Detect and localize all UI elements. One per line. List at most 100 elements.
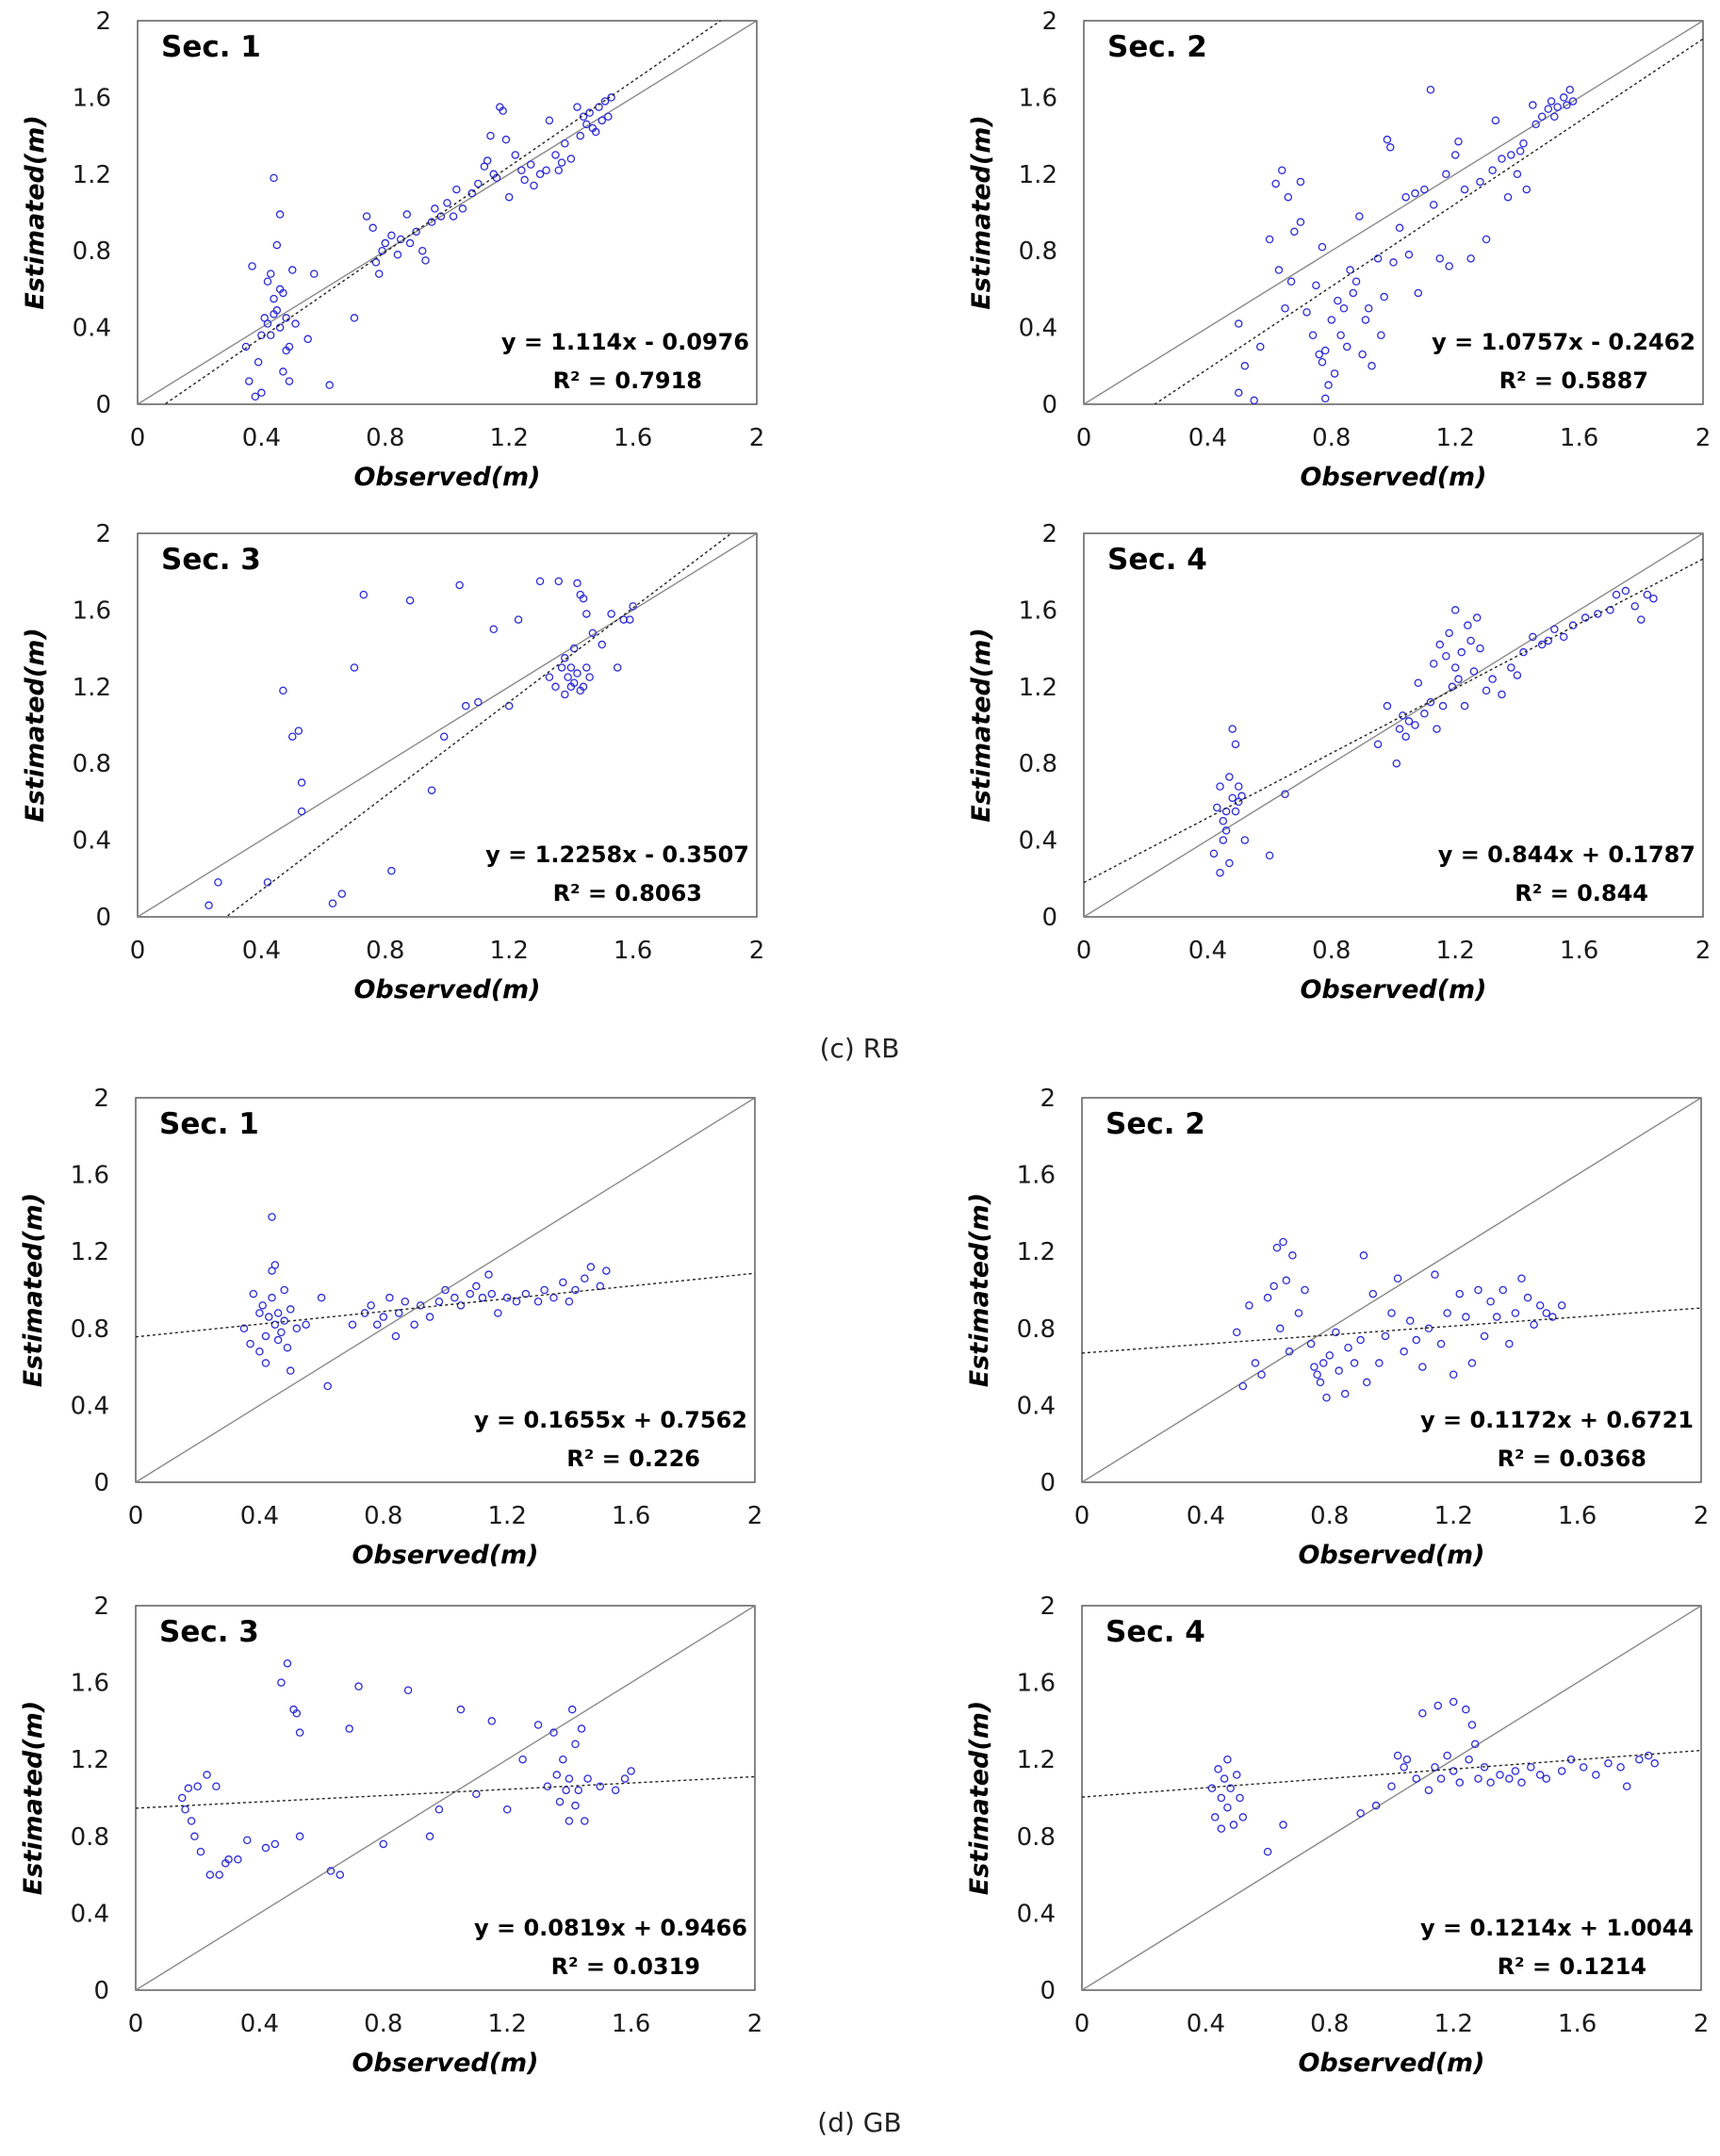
data-point — [1219, 836, 1228, 844]
data-point — [1527, 1763, 1535, 1772]
chart-title: Sec. 2 — [1107, 30, 1207, 64]
data-point — [1395, 223, 1404, 233]
data-point — [1454, 137, 1463, 146]
data-point — [1635, 1755, 1644, 1764]
data-point — [291, 319, 300, 328]
data-point — [542, 166, 550, 174]
data-point — [245, 377, 254, 385]
data-point — [1505, 1339, 1514, 1348]
x-tick-label: 0.4 — [242, 937, 281, 965]
data-point — [535, 577, 545, 586]
trend-equation: y = 1.0757x - 0.2462 — [1432, 329, 1695, 355]
trend-equation: y = 0.1172x + 0.6721 — [1420, 1407, 1694, 1433]
data-point — [249, 1289, 258, 1298]
data-point — [350, 663, 359, 672]
y-tick-label: 0.4 — [71, 1392, 109, 1420]
data-point — [1482, 235, 1491, 244]
data-point — [1488, 166, 1497, 174]
data-point — [512, 1297, 521, 1306]
data-point — [1511, 1767, 1520, 1775]
data-point — [239, 1324, 249, 1333]
data-point — [412, 227, 420, 237]
data-point — [1358, 350, 1367, 359]
data-point — [607, 93, 615, 102]
data-point — [1340, 1389, 1350, 1398]
y-tick-label: 0.4 — [1017, 1392, 1056, 1420]
data-point — [1213, 803, 1221, 812]
data-point — [1332, 1328, 1340, 1337]
data-point — [270, 173, 278, 183]
data-point — [565, 1774, 574, 1783]
data-point — [1517, 1274, 1526, 1283]
r-squared: R² = 0.0368 — [1498, 1446, 1646, 1472]
x-tick-label: 1.6 — [612, 1502, 650, 1530]
data-point — [1399, 711, 1407, 720]
data-point — [1255, 342, 1265, 351]
r-squared: R² = 0.8063 — [553, 880, 702, 906]
data-point — [1296, 218, 1305, 226]
data-point — [434, 1297, 444, 1306]
data-point — [502, 1293, 512, 1302]
data-point — [1486, 1778, 1495, 1787]
x-tick-label: 0 — [130, 424, 146, 452]
data-point — [279, 288, 287, 298]
data-point — [1505, 1774, 1514, 1783]
data-point — [1349, 288, 1358, 298]
x-tick-label: 0.8 — [366, 424, 404, 452]
data-point — [1368, 362, 1376, 370]
data-point — [1548, 1313, 1557, 1321]
data-point — [1474, 1774, 1482, 1783]
data-point — [483, 156, 492, 165]
data-point — [1465, 1755, 1473, 1764]
data-point — [273, 1335, 283, 1345]
x-tick-label: 2 — [1694, 2010, 1710, 2038]
data-point — [1263, 1847, 1272, 1856]
data-point — [1240, 836, 1250, 844]
y-tick-label: 0 — [1040, 1469, 1056, 1497]
data-point — [1537, 112, 1547, 122]
data-point — [1435, 254, 1445, 263]
data-point — [328, 899, 337, 908]
data-point — [494, 1309, 502, 1317]
data-point — [1544, 636, 1553, 645]
data-point — [1450, 663, 1460, 672]
data-point — [1563, 101, 1571, 109]
x-tick-label: 0.4 — [240, 1502, 279, 1530]
data-point — [1355, 212, 1364, 220]
x-tick-label: 0.4 — [1188, 937, 1227, 965]
data-point — [1313, 1370, 1321, 1380]
data-point — [268, 1213, 276, 1221]
data-point — [1429, 660, 1438, 668]
data-point — [387, 866, 396, 875]
data-point — [571, 1740, 580, 1749]
data-point — [1411, 188, 1419, 198]
data-point — [565, 1817, 574, 1825]
data-point — [1472, 613, 1482, 622]
data-point — [1480, 1331, 1489, 1341]
data-point — [1550, 112, 1559, 122]
data-point — [303, 335, 312, 344]
data-point — [241, 342, 251, 351]
data-point — [581, 1274, 589, 1283]
data-point — [1404, 251, 1414, 259]
data-point — [543, 1782, 552, 1791]
data-point — [561, 690, 569, 699]
data-point — [517, 166, 526, 174]
x-tick-label: 0.4 — [1188, 424, 1227, 452]
data-point — [181, 1805, 189, 1814]
data-point — [326, 1867, 336, 1875]
data-point — [1279, 1821, 1287, 1829]
data-point — [1392, 759, 1401, 768]
x-tick-label: 0 — [128, 2010, 144, 2038]
data-point — [275, 210, 285, 219]
data-point — [362, 212, 371, 220]
data-point — [1519, 647, 1528, 657]
y-tick-label: 0.4 — [1017, 1900, 1056, 1928]
data-point — [1460, 185, 1469, 194]
data-point — [1284, 192, 1293, 202]
data-point — [1301, 1285, 1309, 1295]
data-point — [573, 103, 582, 111]
x-tick-label: 1.2 — [488, 2010, 527, 2038]
data-point — [1424, 1324, 1433, 1333]
